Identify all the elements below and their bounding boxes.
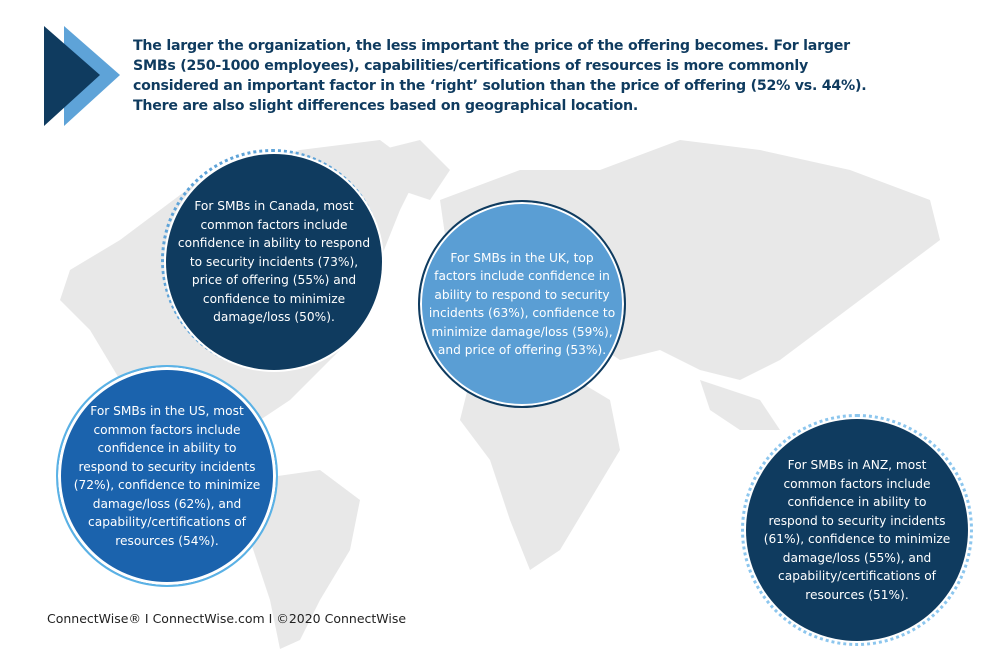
us-text-line: resources (54%). xyxy=(115,533,219,548)
uk-text-line: For SMBs in the UK, top xyxy=(450,250,594,265)
anz-text-line: capability/certifications of xyxy=(778,569,936,583)
canada-text-line: to security incidents (73%), xyxy=(189,254,359,269)
anz-circle: For SMBs in ANZ, most common factors inc… xyxy=(746,419,968,641)
us-text-line: damage/loss (62%), and xyxy=(92,496,242,511)
uk-text-line: and price of offering (53%). xyxy=(437,343,607,357)
us-text-line: For SMBs in the US, most xyxy=(90,404,244,418)
double-chevron-right-icon xyxy=(44,26,120,126)
anz-text-line: For SMBs in ANZ, most xyxy=(787,458,927,472)
anz-circle-ring xyxy=(741,414,973,646)
us-text-line: confidence in ability to xyxy=(97,441,237,455)
anz-text-line: (61%), confidence to minimize xyxy=(763,532,951,546)
headline: The larger the organization, the less im… xyxy=(133,38,867,114)
anz-text-line: respond to security incidents xyxy=(768,513,946,528)
uk-text-line: factors include confidence in xyxy=(434,269,610,283)
us-text-line: common factors include xyxy=(93,422,241,437)
canada-circle: For SMBs in Canada, most common factors … xyxy=(166,154,382,370)
footer-copyright: ConnectWise® I ConnectWise.com I ©2020 C… xyxy=(47,611,407,626)
uk-text-line: minimize damage/loss (59%), xyxy=(431,324,613,339)
anz-text-line: damage/loss (55%), and xyxy=(782,550,932,565)
us-text-line: (72%), confidence to minimize xyxy=(73,478,261,492)
canada-text-line: For SMBs in Canada, most xyxy=(194,199,354,214)
us-text-line: capability/certifications of xyxy=(88,515,246,529)
uk-text-line: ability to respond to security xyxy=(434,287,610,302)
canada-text-line: damage/loss (50%). xyxy=(213,310,335,325)
us-text-line: respond to security incidents xyxy=(78,459,256,474)
uk-text-line: incidents (63%), confidence to xyxy=(428,306,616,320)
canada-text-line: price of offering (55%) and xyxy=(191,273,357,288)
anz-text-line: common factors include xyxy=(783,476,931,491)
canada-text-line: confidence in ability to respond xyxy=(177,236,371,251)
us-circle: For SMBs in the US, most common factors … xyxy=(56,365,278,587)
canada-text-line: confidence to minimize xyxy=(202,291,346,306)
anz-text-line: confidence in ability to xyxy=(787,495,927,509)
anz-text-line: resources (51%). xyxy=(805,587,909,602)
uk-circle: For SMBs in the UK, top factors include … xyxy=(418,200,626,408)
canada-text-line: common factors include xyxy=(200,217,348,232)
